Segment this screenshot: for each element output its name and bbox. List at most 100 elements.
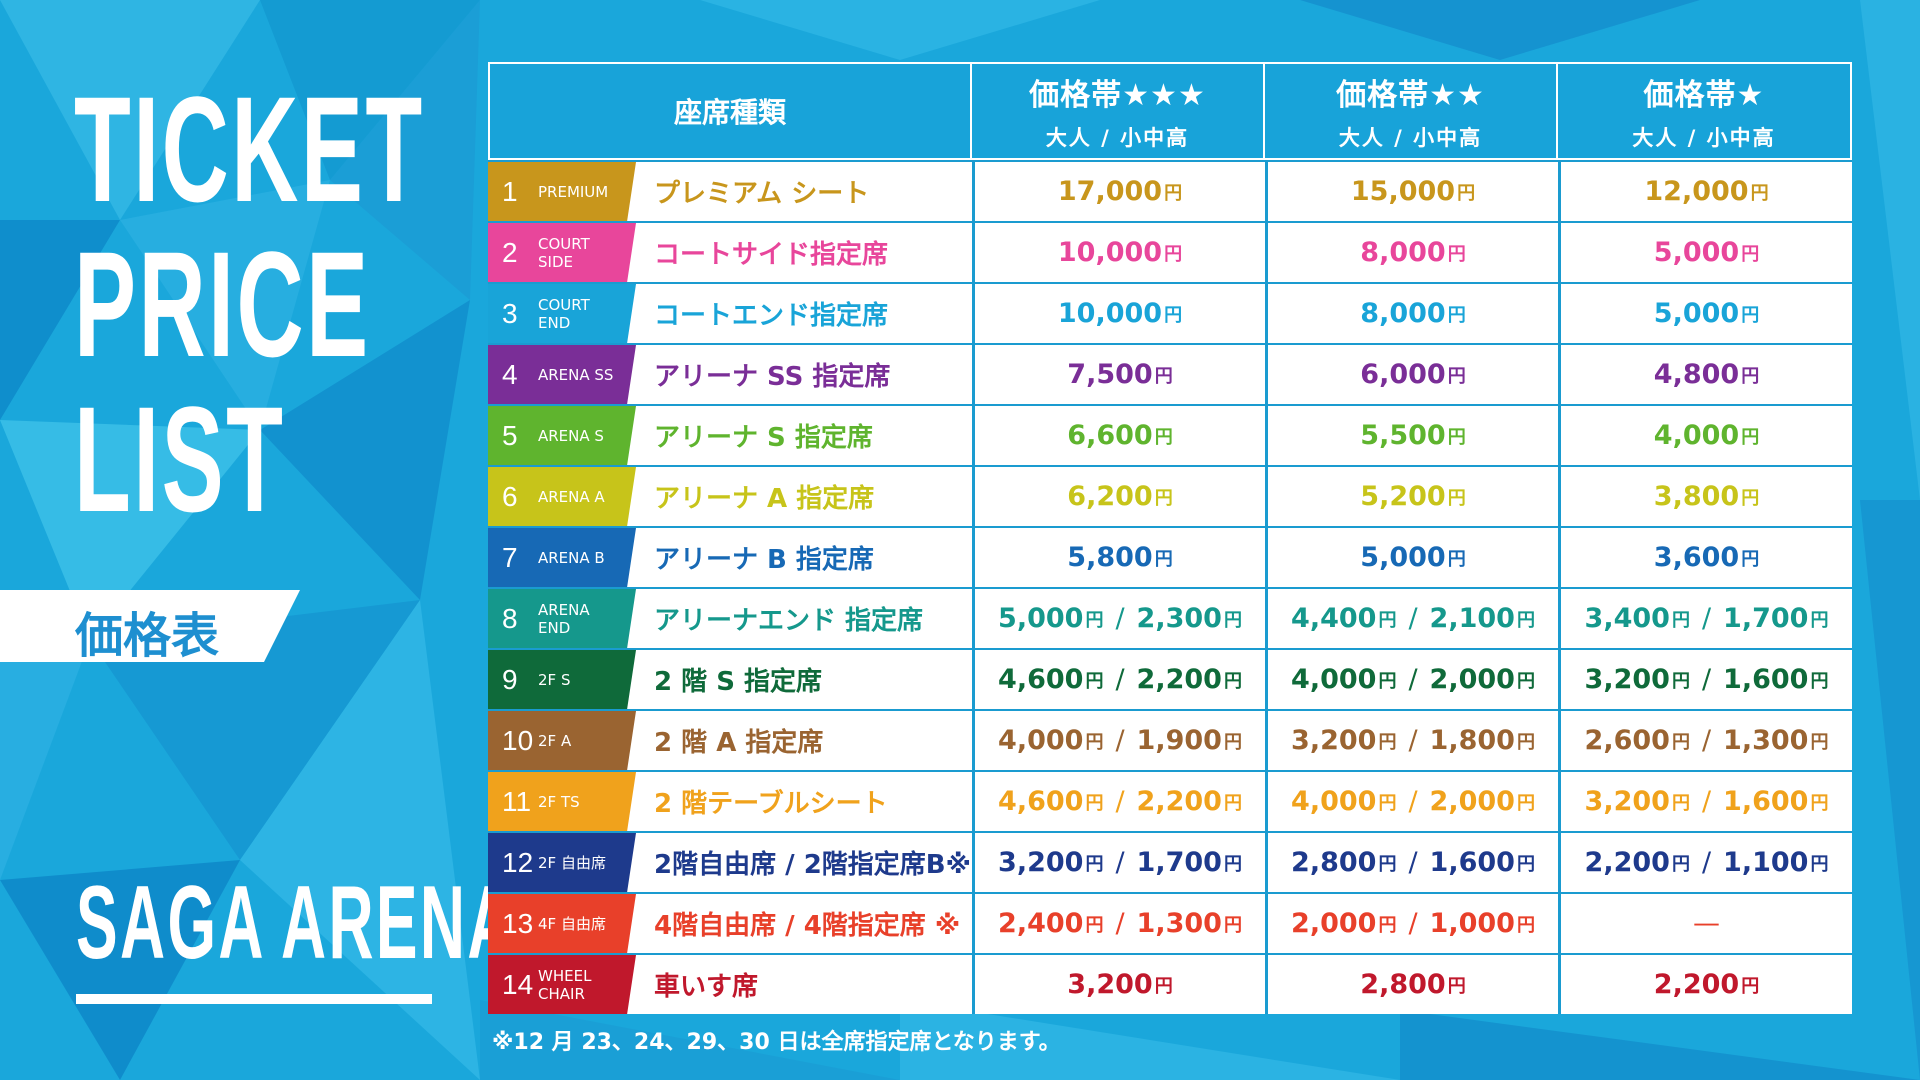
seat-tag: 2 COURT SIDE <box>488 223 636 282</box>
seat-name: アリーナ S 指定席 <box>654 423 873 453</box>
price-cell: 12,000 円 <box>1558 162 1852 221</box>
child-price: 2,000 <box>1429 664 1515 695</box>
title-line-2: PRICE <box>74 220 371 388</box>
seat-cell: 4 ARENA SS アリーナ SS 指定席 <box>488 345 972 404</box>
seat-tag: 5 ARENA S <box>488 406 636 465</box>
yen-unit: 円 <box>1741 975 1760 997</box>
seat-tag: 1 PREMIUM <box>488 162 636 221</box>
seat-number: 10 <box>502 724 534 756</box>
child-price: 2,300 <box>1136 603 1222 634</box>
price-separator: / <box>1115 847 1125 878</box>
price-cell: 6,600 円 <box>972 406 1265 465</box>
yen-unit: 円 <box>1223 914 1242 936</box>
child-price: 1,600 <box>1723 664 1809 695</box>
price-cell: 8,000 円 <box>1265 284 1558 343</box>
price-cell: 3,200 円/1,600 円 <box>1558 772 1852 831</box>
adult-price: 6,600 <box>1067 420 1153 451</box>
yen-unit: 円 <box>1164 182 1183 204</box>
yen-unit: 円 <box>1516 609 1535 631</box>
seat-cell: 10 2F A 2 階 A 指定席 <box>488 711 972 770</box>
table-row: 4 ARENA SS アリーナ SS 指定席 7,500 円 6,000 円 4,800 円 <box>488 345 1852 404</box>
adult-price: 8,000 <box>1360 298 1446 329</box>
yen-unit: 円 <box>1085 914 1104 936</box>
price-cell: 2,800 円/1,600 円 <box>1265 833 1558 892</box>
seat-number: 7 <box>502 541 518 573</box>
adult-price: 6,000 <box>1360 359 1446 390</box>
adult-price: 4,000 <box>1291 786 1377 817</box>
adult-price: 5,800 <box>1067 542 1153 573</box>
adult-price: 2,800 <box>1291 847 1377 878</box>
yen-unit: 円 <box>1447 548 1466 570</box>
price-cell: 7,500 円 <box>972 345 1265 404</box>
yen-unit: 円 <box>1154 975 1173 997</box>
price-separator: / <box>1701 603 1712 634</box>
child-price: 1,300 <box>1136 908 1222 939</box>
table-row: 8 ARENA END アリーナエンド 指定席 5,000 円/2,300 円 4,400 円 /… <box>488 589 1852 648</box>
seat-cell: 8 ARENA END アリーナエンド 指定席 <box>488 589 972 648</box>
adult-price: 3,200 <box>1584 664 1670 695</box>
seat-code-line: COURT <box>538 295 590 314</box>
price-cell: 4,000 円/2,000 円 <box>1265 650 1558 709</box>
seat-code: ARENA END <box>538 601 590 637</box>
yen-unit: 円 <box>1516 670 1535 692</box>
price-table: 座席種類 価格帯★★★ 大人 / 小中高 価格帯★★ 大人 / 小中高 価格帯★… <box>488 62 1852 1014</box>
yen-unit: 円 <box>1085 792 1104 814</box>
adult-price: 3,200 <box>1584 786 1670 817</box>
price-cell: 2,600 円/1,300 円 <box>1558 711 1852 770</box>
adult-price: 15,000 <box>1350 176 1456 207</box>
yen-unit: 円 <box>1085 670 1104 692</box>
yen-unit: 円 <box>1164 243 1183 265</box>
price-cell: 10,000 円 <box>972 223 1265 282</box>
adult-price: 10,000 <box>1057 298 1163 329</box>
child-price: 1,100 <box>1723 847 1809 878</box>
seat-name: 2 階 A 指定席 <box>654 728 824 758</box>
tier-label: 価格帯★ <box>1643 78 1765 113</box>
table-row: 1 PREMIUM プレミアム シート 17,000 円 15,000 円 12,000 円 <box>488 162 1852 221</box>
seat-code: 2F TS <box>538 793 580 811</box>
table-row: 3 COURT END コートエンド指定席 10,000 円 8,000 円 5,000 円 <box>488 284 1852 343</box>
adult-price: 3,200 <box>1067 969 1153 1000</box>
seat-type-label: 座席種類 <box>673 96 786 129</box>
price-cell: 4,400 円/2,100 円 <box>1265 589 1558 648</box>
price-cell: 6,000 円 <box>1265 345 1558 404</box>
adult-price: 4,000 <box>1291 664 1377 695</box>
seat-code-line: ARENA A <box>538 487 605 506</box>
yen-unit: 円 <box>1378 792 1397 814</box>
price-cell: 2,200 円/1,100 円 <box>1558 833 1852 892</box>
seat-cell: 9 2F S 2 階 S 指定席 <box>488 650 972 709</box>
seat-code-line: ARENA <box>538 600 590 619</box>
price-cell: 17,000 円 <box>972 162 1265 221</box>
yen-unit: 円 <box>1154 548 1173 570</box>
table-row: 14 WHEEL CHAIR 車いす席 3,200 円 2,800 円 2,200 円 <box>488 955 1852 1014</box>
child-price: 2,200 <box>1136 664 1222 695</box>
adult-price: 3,600 <box>1653 542 1740 573</box>
seat-name: 2 階 S 指定席 <box>654 667 822 697</box>
seat-name: プレミアム シート <box>654 179 870 209</box>
price-separator: / <box>1408 603 1418 634</box>
yen-unit: 円 <box>1750 182 1769 204</box>
yen-unit: 円 <box>1516 853 1535 875</box>
yen-unit: 円 <box>1810 609 1829 631</box>
seat-code: 2F S <box>538 671 570 689</box>
child-price: 1,600 <box>1429 847 1515 878</box>
seat-number: 14 <box>502 968 534 1000</box>
price-separator: / <box>1408 847 1418 878</box>
seat-type-header: 座席種類 <box>488 62 972 160</box>
adult-price: 6,200 <box>1067 481 1153 512</box>
seat-number: 3 <box>502 297 518 329</box>
yen-unit: 円 <box>1164 304 1183 326</box>
yen-unit: 円 <box>1671 853 1690 875</box>
price-separator: / <box>1115 908 1125 939</box>
price-separator: / <box>1115 664 1125 695</box>
adult-price: 3,400 <box>1584 603 1670 634</box>
seat-code: WHEEL CHAIR <box>538 967 591 1003</box>
price-cell: 4,000 円 <box>1558 406 1852 465</box>
yen-unit: 円 <box>1223 609 1242 631</box>
adult-price: 2,000 <box>1291 908 1377 939</box>
yen-unit: 円 <box>1378 609 1397 631</box>
seat-tag: 4 ARENA SS <box>488 345 636 404</box>
yen-unit: 円 <box>1085 609 1104 631</box>
table-row: 5 ARENA S アリーナ S 指定席 6,600 円 5,500 円 4,000 円 <box>488 406 1852 465</box>
yen-unit: 円 <box>1447 426 1466 448</box>
seat-tag: 9 2F S <box>488 650 636 709</box>
